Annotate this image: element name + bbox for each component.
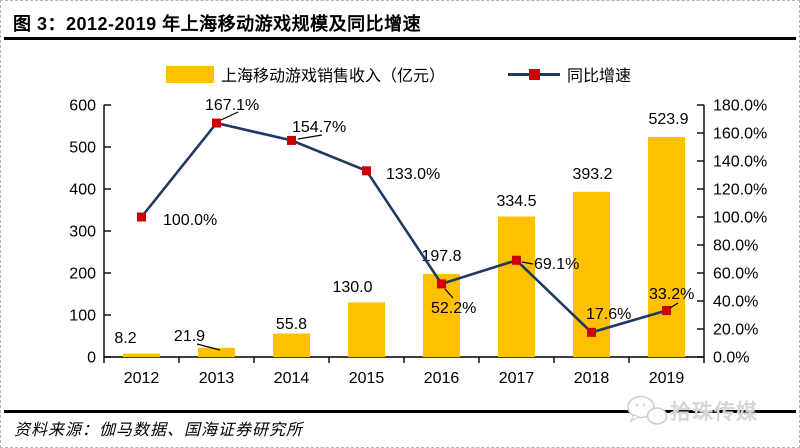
- left-axis-label: 100: [69, 308, 96, 325]
- line-marker-2012: [137, 212, 146, 222]
- bar-swatch-icon: [166, 65, 214, 83]
- line-marker-2017: [512, 255, 521, 265]
- bar-2019: [648, 136, 685, 357]
- bar-label-2014: 55.8: [276, 316, 307, 333]
- bar-2014: [273, 333, 310, 357]
- bar-2013: [198, 347, 235, 357]
- left-axis-label: 300: [69, 224, 96, 241]
- right-axis-label: 160.0%: [713, 126, 767, 143]
- right-axis-label: 180.0%: [713, 98, 767, 115]
- line-label-leader: [669, 302, 679, 309]
- bar-2012: [123, 353, 160, 357]
- x-axis-label-2012: 2012: [124, 370, 160, 387]
- x-axis-label-2016: 2016: [424, 370, 460, 387]
- line-label-leader: [444, 288, 454, 299]
- line-marker-2019: [662, 306, 671, 316]
- chat-bubbles-icon: [627, 395, 668, 425]
- left-axis-label: 500: [69, 140, 96, 157]
- source-text: 资料来源：伽马数据、国海证券研究所: [14, 422, 304, 439]
- x-axis-label-2018: 2018: [574, 370, 610, 387]
- left-axis-label: 200: [69, 266, 96, 283]
- right-axis-label: 120.0%: [713, 182, 767, 199]
- x-axis-label-2015: 2015: [349, 370, 385, 387]
- growth-line: [140, 121, 667, 334]
- line-label-2014: 154.7%: [292, 119, 346, 136]
- right-axis-label: 20.0%: [713, 322, 758, 339]
- bar-label-leader: [196, 343, 221, 351]
- line-marker-2013: [212, 118, 221, 128]
- line-label-2015: 133.0%: [386, 166, 440, 183]
- x-axis-label-2019: 2019: [649, 370, 685, 387]
- line-marker-2015: [362, 166, 371, 176]
- line-marker-2014: [287, 135, 296, 145]
- line-label-2018: 17.6%: [586, 306, 631, 323]
- bar-label-2019: 523.9: [648, 111, 688, 128]
- bar-label-2017: 334.5: [496, 193, 536, 210]
- bar-label-2016: 197.8: [421, 248, 461, 265]
- right-axis-label: 80.0%: [713, 238, 758, 255]
- line-swatch-icon: [508, 68, 560, 80]
- line-label-leader: [220, 111, 239, 121]
- x-axis-label-2014: 2014: [274, 370, 310, 387]
- line-label-2016: 52.2%: [431, 300, 476, 317]
- line-label-2019: 33.2%: [649, 286, 694, 303]
- left-axis-label: 600: [69, 98, 96, 115]
- x-axis-label-2017: 2017: [499, 370, 535, 387]
- legend-item-growth: 同比增速: [508, 62, 631, 86]
- line-marker-2016: [437, 279, 446, 289]
- right-axis-label: 140.0%: [713, 154, 767, 171]
- legend-label-growth: 同比增速: [567, 68, 632, 85]
- left-axis-label: 0: [87, 350, 96, 367]
- line-label-2017: 69.1%: [534, 256, 579, 273]
- right-axis-label: 60.0%: [713, 266, 758, 283]
- source-divider: [4, 410, 796, 413]
- line-marker-2018: [587, 327, 596, 337]
- bar-2015: [348, 302, 385, 357]
- line-label-2012: 100.0%: [163, 212, 217, 229]
- figure-title: 图 3：2012-2019 年上海移动游戏规模及同比增速: [13, 14, 422, 34]
- right-axis-label: 0.0%: [713, 350, 749, 367]
- legend-item-revenue: 上海移动游戏销售收入（亿元）: [166, 62, 445, 86]
- right-axis-label: 100.0%: [713, 210, 767, 227]
- bar-label-2012: 8.2: [114, 330, 136, 347]
- right-axis-label: 40.0%: [713, 294, 758, 311]
- watermark-text: 拾珠传媒: [670, 401, 758, 424]
- line-label-2013: 167.1%: [205, 97, 259, 114]
- bar-label-2018: 393.2: [572, 166, 612, 183]
- bar-label-2015: 130.0: [332, 279, 372, 296]
- line-label-leader: [521, 261, 534, 265]
- line-label-leader: [297, 134, 323, 140]
- title-divider: [4, 37, 796, 40]
- left-axis-label: 400: [69, 182, 96, 199]
- bar-2017: [498, 216, 535, 357]
- bar-label-2013: 21.9: [174, 328, 205, 345]
- watermark: 拾珠传媒: [626, 395, 758, 427]
- legend-label-revenue: 上海移动游戏销售收入（亿元）: [221, 68, 446, 85]
- x-axis-label-2013: 2013: [199, 370, 235, 387]
